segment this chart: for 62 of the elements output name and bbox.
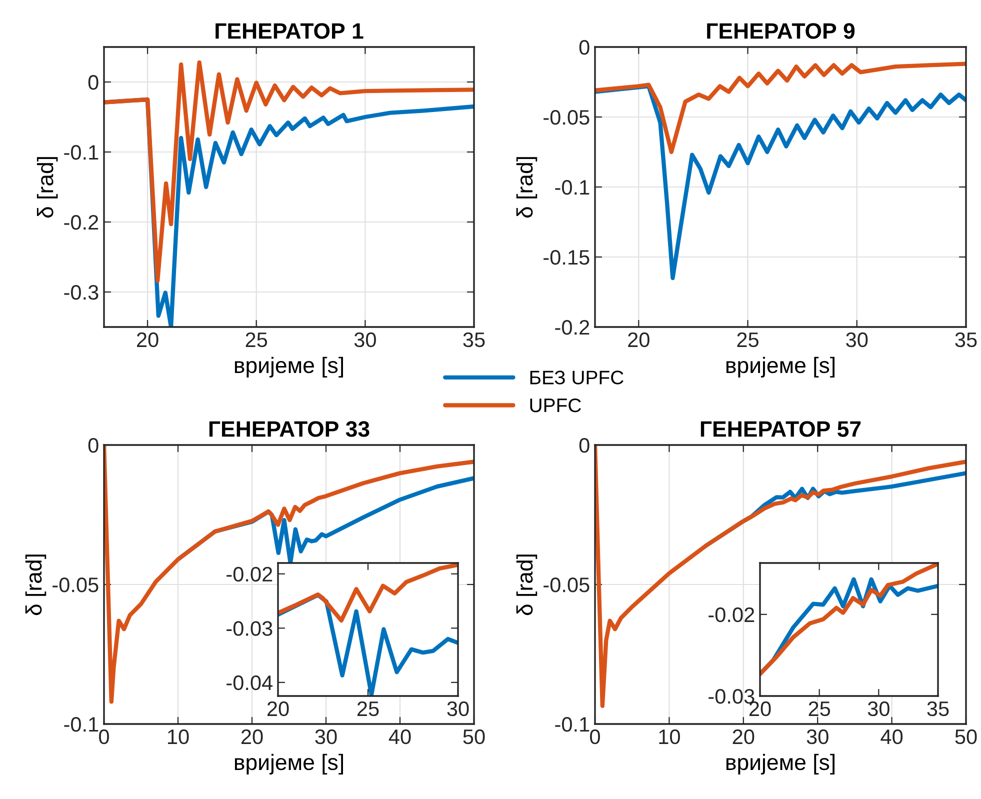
x-tick-label: 0 [99,729,109,744]
x-tick-label: 35 [927,701,949,716]
y-tick-label: -0.03 [226,621,272,636]
x-tick-label: 20 [136,332,158,348]
y-tick-label: 0 [88,438,98,453]
chart-title: ГЕНЕРАТОР 33 [209,421,370,437]
y-tick-label: -0.1 [555,180,590,195]
x-tick-label: 30 [846,332,868,348]
x-tick-label: 25 [246,332,268,348]
x-tick-label: 30 [315,729,337,744]
chart-title: ГЕНЕРАТОР 1 [216,23,364,39]
x-tick-label: 10 [168,729,189,744]
y-tick-label: -0.05 [544,578,590,592]
x-axis-title: вријеме [s] [234,356,343,378]
y-tick-label: -0.1 [555,717,590,732]
x-tick-label: 35 [955,332,977,348]
y-tick-label: -0.05 [544,110,590,125]
x-tick-label: 40 [880,729,903,744]
y-tick-label: -0.1 [64,145,98,160]
y-tick-label: -0.02 [226,566,272,582]
x-tick-label: 25 [808,701,830,716]
y-tick-label: -0.2 [64,215,98,230]
y-axis-title: δ [rad] [25,554,46,616]
y-tick-label: 0 [579,438,590,453]
x-axis-title: вријеме [s] [726,356,834,378]
x-tick-label: 30 [447,701,469,716]
chart-title: ГЕНЕРАТОР 9 [707,23,855,39]
legend-label: БЕЗ UPFC [530,370,624,384]
x-tick-label: 25 [357,701,379,716]
y-tick-label: -0.02 [708,607,754,622]
chart-title: ГЕНЕРАТОР 57 [700,421,861,437]
x-tick-label: 20 [267,701,289,716]
x-tick-label: 20 [628,332,650,348]
line-series [104,60,474,283]
x-tick-label: 50 [463,729,485,744]
y-tick-label: -0.1 [64,717,98,732]
line-series [595,84,966,280]
y-tick-label: -0.05 [52,578,98,592]
x-axis-title: вријеме [s] [234,754,343,775]
x-tick-label: 50 [955,729,977,744]
x-tick-label: 20 [241,729,263,744]
y-tick-label: -0.3 [64,285,98,300]
x-tick-label: 40 [388,729,411,744]
line-series [595,62,966,154]
x-tick-label: 30 [354,332,376,348]
x-tick-label: 30 [806,729,828,744]
x-tick-label: 0 [590,729,600,744]
y-tick-label: -0.04 [226,675,273,690]
x-tick-label: 25 [737,332,758,348]
x-tick-label: 30 [868,701,890,716]
x-tick-label: 10 [659,729,680,744]
x-tick-label: 20 [732,729,754,744]
y-axis-title: δ [rad] [516,157,538,218]
y-tick-label: -0.15 [544,250,590,265]
y-tick-label: 0 [579,40,590,55]
y-tick-label: -0.2 [555,320,590,335]
x-axis-title: вријеме [s] [726,754,834,775]
y-axis-title: δ [rad] [36,157,58,218]
x-tick-label: 35 [463,332,485,348]
legend-label: UPFC [530,398,581,412]
y-tick-label: 0 [88,75,98,90]
y-axis-title: δ [rad] [516,554,538,616]
